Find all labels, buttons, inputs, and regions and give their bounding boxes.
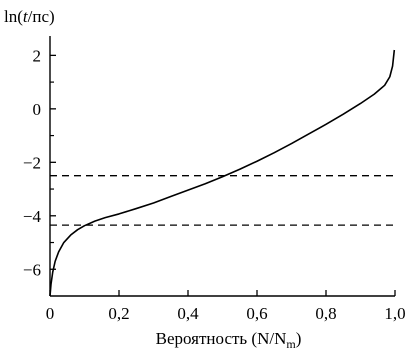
x-tick-label: 0,6 (246, 304, 267, 323)
plot-area (49, 36, 396, 297)
x-tick-label: 0,8 (315, 304, 336, 323)
y-axis-label: ln(t/пс) (4, 7, 55, 26)
y-tick-label: −2 (23, 153, 41, 172)
x-tick-label: 1,0 (384, 304, 405, 323)
y-tick-label: −6 (23, 260, 41, 279)
y-tick-label: −4 (23, 207, 42, 226)
y-tick-label: 2 (33, 46, 42, 65)
series-line-1 (49, 49, 396, 297)
axis-ticks (49, 54, 396, 296)
x-tick-label: 0,2 (108, 304, 129, 323)
axis-labels: 2 0 −2 −4 −6 0 0,2 0,4 0,6 0,8 1,0 ln(t/пс) Вероятно… (4, 7, 406, 351)
y-tick-label: 0 (33, 100, 42, 119)
x-axis-label: Вероятность (N/Nm) (156, 329, 302, 351)
x-tick-label: 0 (46, 304, 55, 323)
x-tick-label: 0,4 (177, 304, 199, 323)
